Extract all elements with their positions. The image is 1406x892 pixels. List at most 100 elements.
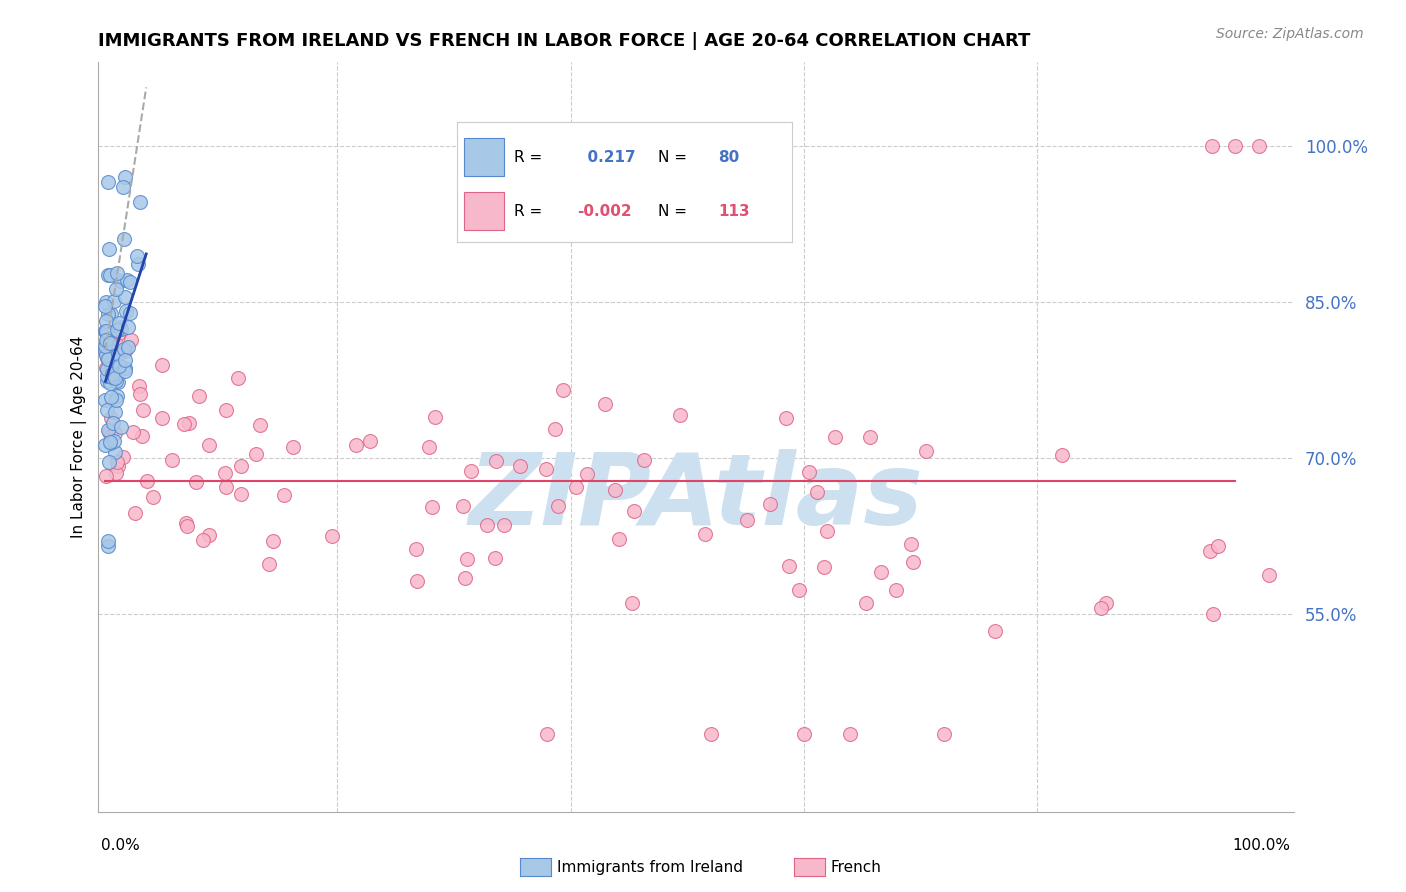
Point	[114, 352, 136, 367]
Point	[884, 582, 907, 597]
Point	[98, 343, 121, 357]
Point	[98, 434, 121, 449]
Point	[177, 416, 200, 430]
Point	[544, 422, 567, 436]
Point	[273, 488, 295, 502]
Point	[932, 727, 955, 741]
Point	[405, 542, 427, 557]
Point	[105, 266, 128, 280]
Point	[423, 410, 446, 425]
Point	[128, 378, 150, 392]
Point	[98, 376, 121, 390]
Point	[668, 409, 690, 423]
Point	[94, 294, 117, 309]
Point	[107, 459, 129, 474]
Point	[105, 282, 128, 296]
Point	[114, 169, 136, 184]
Point	[176, 518, 198, 533]
Point	[98, 454, 121, 468]
Point	[283, 440, 305, 454]
Point	[120, 306, 142, 320]
Point	[100, 357, 122, 371]
Point	[249, 418, 271, 433]
Point	[797, 466, 820, 480]
Point	[94, 344, 117, 359]
Point	[595, 397, 617, 411]
Point	[112, 450, 135, 464]
Point	[456, 552, 478, 566]
Point	[901, 555, 924, 569]
Point	[122, 425, 145, 440]
Point	[824, 430, 846, 444]
Point	[98, 436, 121, 450]
Point	[115, 304, 138, 318]
Point	[509, 458, 531, 473]
Point	[98, 337, 121, 351]
Point	[100, 307, 122, 321]
Point	[1202, 607, 1225, 621]
Point	[97, 423, 120, 437]
Point	[97, 175, 120, 189]
Point	[97, 307, 120, 321]
Point	[96, 351, 118, 366]
Point	[575, 467, 598, 481]
Point	[226, 370, 249, 384]
Point	[94, 438, 117, 452]
Point	[96, 403, 118, 417]
Point	[633, 453, 655, 467]
Point	[98, 336, 121, 351]
Point	[775, 410, 797, 425]
Point	[103, 364, 125, 378]
Point	[104, 425, 127, 440]
Point	[197, 527, 219, 541]
Point	[813, 560, 835, 574]
Point	[405, 574, 427, 589]
Point	[131, 429, 153, 443]
Point	[112, 232, 135, 246]
Point	[107, 327, 129, 342]
Point	[160, 452, 183, 467]
Point	[565, 480, 588, 494]
Point	[735, 513, 758, 527]
Point	[97, 534, 120, 549]
Point	[94, 324, 117, 338]
Point	[117, 319, 139, 334]
Point	[104, 393, 127, 408]
Point	[787, 583, 810, 598]
Point	[1247, 138, 1270, 153]
Point	[914, 444, 936, 458]
Point	[94, 339, 117, 353]
Point	[454, 571, 477, 585]
Point	[98, 268, 121, 283]
Point	[420, 500, 443, 514]
Text: 100.0%: 100.0%	[1233, 838, 1291, 853]
Point	[262, 533, 284, 548]
Point	[623, 504, 645, 518]
Point	[103, 369, 125, 384]
Point	[900, 537, 922, 551]
Point	[127, 249, 149, 263]
Point	[110, 274, 132, 288]
Point	[98, 361, 121, 376]
Point	[198, 438, 221, 452]
Point	[101, 416, 124, 430]
Point	[107, 347, 129, 361]
Point	[477, 518, 499, 533]
Point	[110, 321, 132, 335]
Point	[107, 359, 129, 373]
Point	[94, 393, 117, 408]
Point	[245, 447, 267, 461]
Text: French: French	[831, 860, 882, 874]
Point	[114, 361, 136, 376]
Point	[94, 360, 117, 375]
Point	[460, 464, 482, 478]
Point	[129, 386, 152, 401]
Point	[1090, 601, 1112, 615]
Text: ZIPAtlas: ZIPAtlas	[468, 449, 924, 546]
Point	[97, 242, 120, 256]
Point	[870, 565, 893, 579]
Point	[1201, 138, 1223, 153]
Point	[94, 314, 117, 328]
Point	[94, 325, 117, 339]
Point	[187, 389, 209, 403]
